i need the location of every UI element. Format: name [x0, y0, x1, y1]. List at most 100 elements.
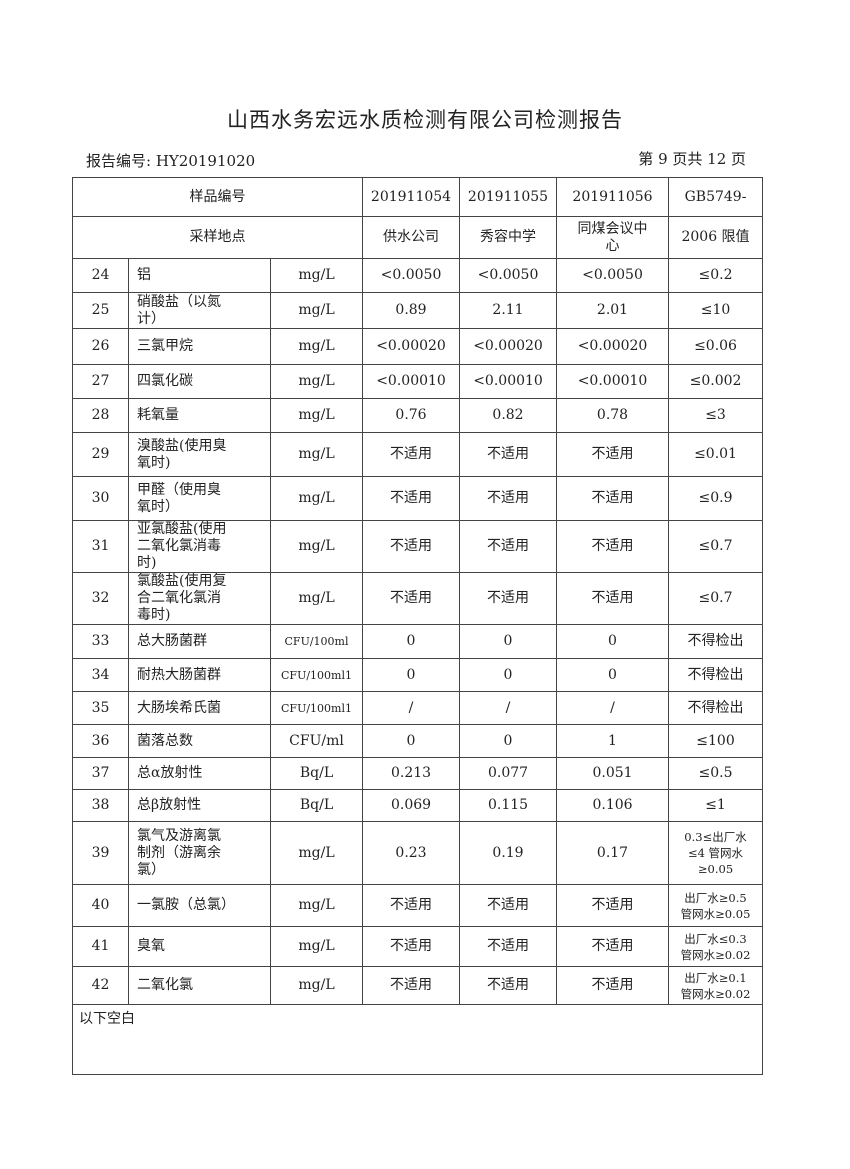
unit: Bq/L	[269, 757, 364, 790]
value: 2.11	[459, 292, 558, 329]
limit: ≤0.5	[668, 757, 764, 790]
value: <0.00010	[556, 364, 670, 399]
item-name: 三氯甲烷	[128, 328, 271, 365]
value: 0	[556, 658, 670, 692]
row-number: 40	[72, 884, 129, 927]
report-title: 山西水务宏远水质检测有限公司检测报告	[227, 108, 623, 132]
sample-no: 201911054	[362, 177, 461, 217]
limit: 出厂水≥0.5 管网水≥0.05	[668, 884, 764, 927]
row-number: 42	[72, 966, 129, 1005]
table-row: 29 溴酸盐(使用臭氧时) mg/L 不适用 不适用 不适用 ≤0.01	[72, 432, 764, 477]
unit: Bq/L	[269, 789, 364, 822]
row-number: 26	[72, 328, 129, 365]
row-number: 27	[72, 364, 129, 399]
limit-header-2: 2006 限值	[668, 216, 764, 259]
table-row: 27 四氯化碳 mg/L <0.00010 <0.00010 <0.00010 ≤0.002	[72, 364, 764, 399]
value: 2.01	[556, 292, 670, 329]
site-label: 采样地点	[71, 216, 364, 259]
unit: mg/L	[269, 398, 364, 433]
item-name: 铝	[128, 258, 271, 293]
limit: 出厂水≥0.1 管网水≥0.02	[668, 966, 764, 1005]
value: 不适用	[362, 432, 461, 477]
value: 不适用	[556, 572, 670, 625]
table-row: 35 大肠埃希氏菌 CFU/100ml1// / 不得检出	[72, 691, 764, 725]
row-number: 32	[72, 572, 129, 625]
value: <0.00020	[362, 328, 461, 365]
unit: mg/L	[269, 328, 364, 365]
item-name: 耗氧量	[128, 398, 271, 433]
limit: ≤10	[668, 292, 764, 329]
limit: ≤0.2	[668, 258, 764, 293]
item-name: 一氯胺（总氯）	[128, 884, 271, 927]
unit: mg/L	[269, 520, 364, 573]
value: 0.115	[459, 789, 558, 822]
item-name: 总α放射性	[128, 757, 271, 790]
limit: 不得检出	[668, 624, 764, 659]
site: 供水公司	[362, 216, 461, 259]
value: 不适用	[459, 572, 558, 625]
item-name: 溴酸盐(使用臭氧时)	[128, 432, 271, 477]
value: /	[556, 691, 670, 725]
unit: mg/L	[269, 364, 364, 399]
row-number: 24	[72, 258, 129, 293]
limit: ≤0.002	[668, 364, 764, 399]
value: 0.051	[556, 757, 670, 790]
row-number: 30	[72, 476, 129, 521]
item-name: 总大肠菌群	[128, 624, 271, 659]
item-name: 菌落总数	[128, 724, 271, 758]
site: 同煤会议中心	[556, 216, 670, 259]
value: 不适用	[362, 884, 461, 927]
item-name: 臭氧	[128, 926, 271, 967]
value: 1	[556, 724, 670, 758]
value: 0.19	[459, 821, 558, 885]
unit: mg/L	[269, 926, 364, 967]
row-number: 37	[72, 757, 129, 790]
value: 不适用	[362, 476, 461, 521]
row-number: 33	[72, 624, 129, 659]
unit: CFU/100ml	[269, 624, 364, 659]
unit: mg/L	[269, 821, 364, 885]
value: 不适用	[556, 520, 670, 573]
table-row: 42 二氧化氯 mg/L 不适用 不适用 不适用 出厂水≥0.1 管网水≥0.02	[72, 966, 764, 1005]
limit: ≤1	[668, 789, 764, 822]
value: 0	[459, 724, 558, 758]
unit: mg/L	[269, 258, 364, 293]
item-name: 硝酸盐（以氮计）	[128, 292, 271, 329]
table-row: 38 总β放射性 Bq/L 0.069 0.115 0.106 ≤1	[72, 789, 764, 822]
row-number: 25	[72, 292, 129, 329]
item-name: 亚氯酸盐(使用二氧化氯消毒时)	[128, 520, 271, 573]
unit: mg/L	[269, 572, 364, 625]
item-name: 氯酸盐(使用复合二氧化氯消毒时)	[128, 572, 271, 625]
table-row: 37 总α放射性 Bq/L 0.213 0.077 0.051 ≤0.5	[72, 757, 764, 790]
unit: mg/L	[269, 292, 364, 329]
limit: ≤0.06	[668, 328, 764, 365]
value: 不适用	[459, 966, 558, 1005]
table-row: 39 氯气及游离氯制剂（游离余氯） mg/L 0.23 0.19 0.17 0.3≤出厂水≤…	[72, 821, 764, 885]
table-row: 30 甲醛（使用臭氧时） mg/L 不适用 不适用 不适用 ≤0.9	[72, 476, 764, 521]
item-name: 耐热大肠菌群	[128, 658, 271, 692]
item-name: 氯气及游离氯制剂（游离余氯）	[128, 821, 271, 885]
site: 秀容中学	[459, 216, 558, 259]
value: 0	[459, 624, 558, 659]
unit: CFU/100ml1	[269, 658, 364, 692]
unit: mg/L	[269, 966, 364, 1005]
value: 不适用	[459, 926, 558, 967]
row-number: 38	[72, 789, 129, 822]
value: 0.069	[362, 789, 461, 822]
results-table: 样品编号 201911054 201911055 201911056 GB574…	[71, 177, 764, 1075]
value: 不适用	[556, 476, 670, 521]
value: <0.0050	[459, 258, 558, 293]
unit: CFU/100ml1	[269, 691, 364, 725]
table-row: 26 三氯甲烷 mg/L <0.00020 <0.00020 <0.00020 ≤0.06	[72, 328, 764, 365]
row-number: 34	[72, 658, 129, 692]
value: 0.82	[459, 398, 558, 433]
value: <0.00010	[362, 364, 461, 399]
sample-no: 201911056	[556, 177, 670, 217]
value: 0.89	[362, 292, 461, 329]
table-row: 28 耗氧量 mg/L 0.76 0.82 0.78 ≤3	[72, 398, 764, 433]
table-row: 25 硝酸盐（以氮计） mg/L 0.89 2.11 2.01 ≤10	[72, 292, 764, 329]
value: /	[362, 691, 461, 725]
value: 0.78	[556, 398, 670, 433]
row-number: 31	[72, 520, 129, 573]
row-number: 36	[72, 724, 129, 758]
